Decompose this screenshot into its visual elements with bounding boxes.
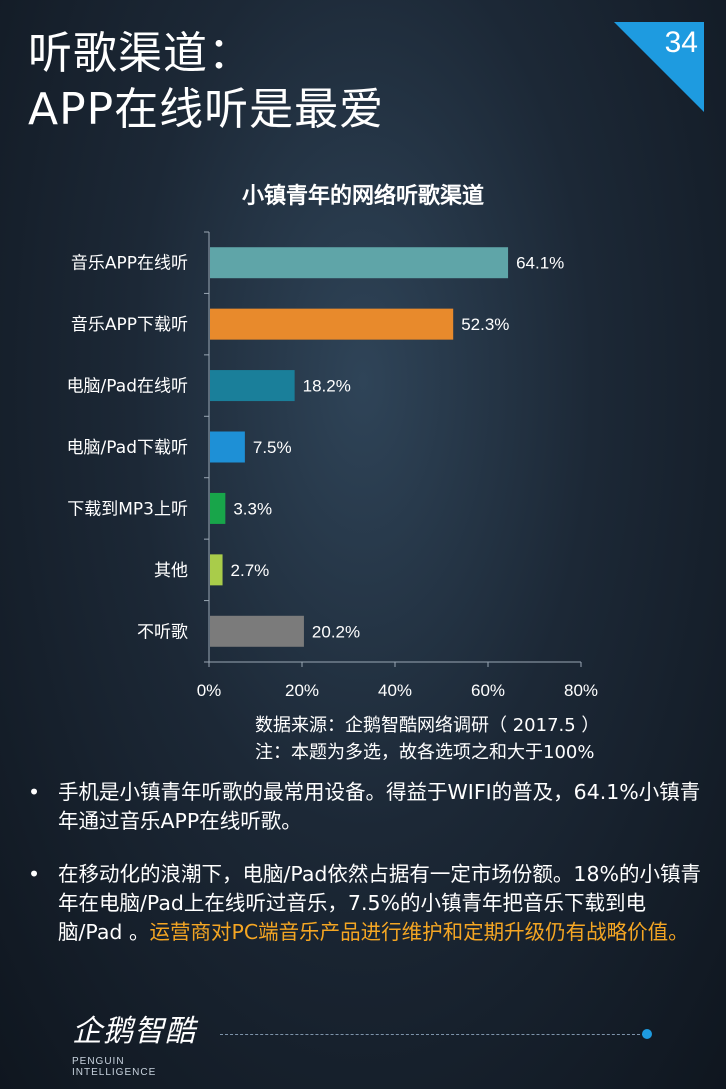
bar <box>210 308 454 340</box>
bar <box>210 492 226 524</box>
value-label: 7.5% <box>253 438 292 457</box>
x-tick-label: 60% <box>471 681 505 700</box>
bar-chart: 0% 20% 40% 60% 80% 音乐APP在线听 64.1% 音乐APP下载听 52.3%… <box>67 231 598 700</box>
title-line-1: 听歌渠道： <box>28 28 253 79</box>
bullet-highlight: 运营商对PC端音乐产品进行维护和定期升级仍有战略价值。 <box>149 920 689 944</box>
bar <box>210 370 295 402</box>
value-label: 64.1% <box>516 254 564 273</box>
bar <box>210 615 304 647</box>
value-label: 20.2% <box>312 622 360 641</box>
category-label: 音乐APP在线听 <box>71 254 188 274</box>
bullet-dot: • <box>28 862 41 886</box>
bar <box>210 247 509 279</box>
value-label: 18.2% <box>303 377 351 396</box>
category-label: 电脑/Pad下载听 <box>67 438 188 458</box>
bullet-text: 在移动化的浪潮下，电脑/Pad依然占据有一定市场份额。18%的小镇青年在电脑/P… <box>58 862 701 944</box>
category-label: 音乐APP下载听 <box>71 315 188 335</box>
logo-subtext: PENGUIN INTELLIGENCE <box>72 1056 157 1078</box>
value-label: 2.7% <box>231 561 270 580</box>
footer-divider <box>220 1034 645 1035</box>
note-line: 注：本题为多选，故各选项之和大于100% <box>255 742 595 763</box>
page-title: 听歌渠道： APP在线听是最爱 <box>28 26 384 138</box>
category-label: 不听歌 <box>137 622 188 642</box>
category-label: 其他 <box>154 561 188 581</box>
source-line: 数据来源：企鹅智酷网络调研（ 2017.5 ） <box>255 715 600 736</box>
x-tick-label: 20% <box>285 681 319 700</box>
brand-logo: 企鹅智酷 PENGUIN INTELLIGENCE <box>72 1006 212 1078</box>
value-label: 3.3% <box>233 499 272 518</box>
chart-title: 小镇青年的网络听歌渠道 <box>241 184 484 209</box>
bullet-list: • 手机是小镇青年听歌的最常用设备。得益于WIFI的普及，64.1%小镇青年通过… <box>28 778 708 971</box>
footer-dot <box>642 1029 652 1039</box>
data-source-note: 数据来源：企鹅智酷网络调研（ 2017.5 ） 注：本题为多选，故各选项之和大于… <box>255 712 599 766</box>
category-label: 下载到MP3上听 <box>67 499 188 519</box>
x-tick-label: 40% <box>378 681 412 700</box>
bullet-text: 手机是小镇青年听歌的最常用设备。得益于WIFI的普及，64.1%小镇青年通过音乐… <box>58 780 701 833</box>
page-number: 34 <box>664 26 698 59</box>
bar <box>210 554 223 586</box>
x-tick-label: 80% <box>564 681 598 700</box>
value-label: 52.3% <box>461 315 509 334</box>
x-tick-label: 0% <box>197 681 222 700</box>
bullet-dot: • <box>28 780 41 804</box>
bar <box>210 431 245 463</box>
logo-text: 企鹅智酷 <box>72 1014 196 1049</box>
title-line-2: APP在线听是最爱 <box>28 84 385 135</box>
category-label: 电脑/Pad在线听 <box>67 377 188 397</box>
bullet-item: • 在移动化的浪潮下，电脑/Pad依然占据有一定市场份额。18%的小镇青年在电脑… <box>28 860 708 947</box>
bullet-item: • 手机是小镇青年听歌的最常用设备。得益于WIFI的普及，64.1%小镇青年通过… <box>28 778 708 836</box>
